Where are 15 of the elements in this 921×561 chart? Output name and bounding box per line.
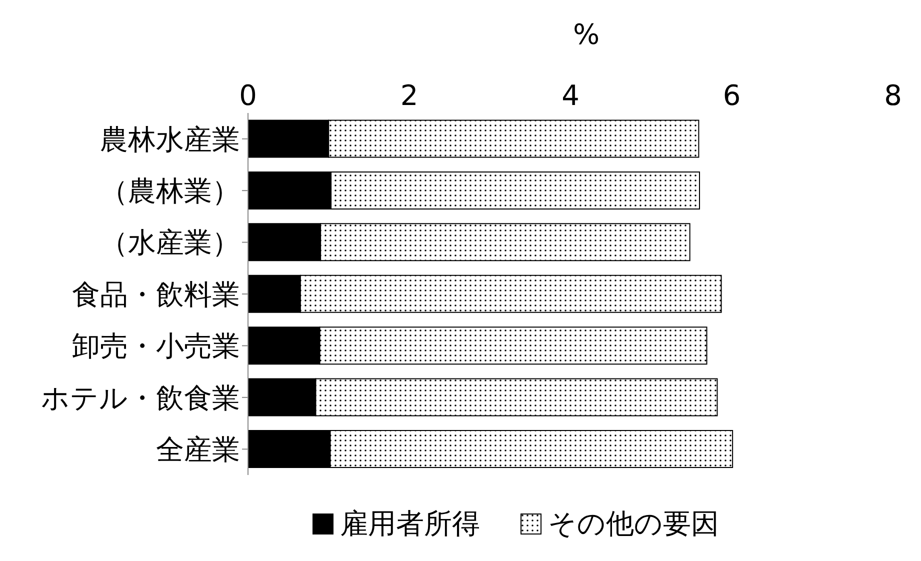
x-tick-label: 2 <box>400 79 418 112</box>
x-tick-label: 0 <box>239 79 257 112</box>
x-tick-label: 4 <box>562 79 580 112</box>
y-tick-label: （農林業） <box>100 174 240 208</box>
y-tick-label: 卸売・小売業 <box>72 330 240 363</box>
x-axis-title: % <box>573 18 600 51</box>
y-tick-label: ホテル・飲食業 <box>41 381 240 414</box>
legend-label: 雇用者所得 <box>340 506 480 542</box>
y-tick-label: 食品・飲料業 <box>72 278 240 311</box>
y-tick-label: 全産業 <box>156 433 240 466</box>
legend-label: その他の要因 <box>548 506 719 542</box>
x-tick-label: 6 <box>722 79 741 112</box>
y-tick-label: （水産業） <box>100 226 240 260</box>
x-tick-label: 8 <box>884 79 902 112</box>
y-tick-label: 農林水産業 <box>100 122 240 156</box>
